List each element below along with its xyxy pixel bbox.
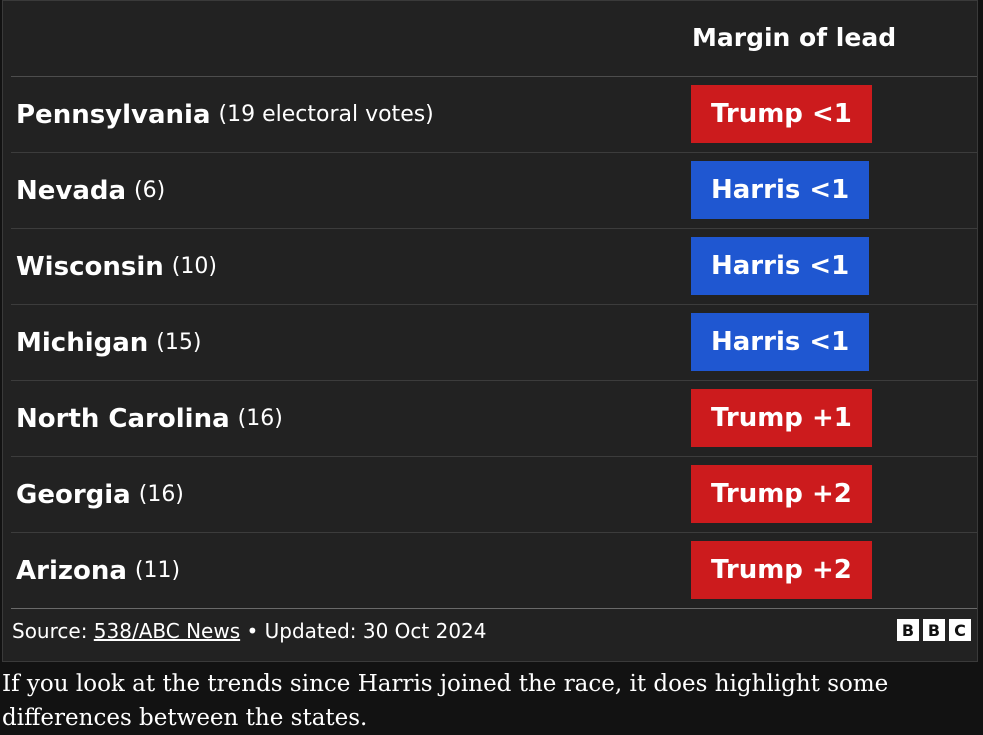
bbc-logo-letter: B <box>923 619 945 641</box>
electoral-votes: (11) <box>134 558 181 583</box>
state-cell: Arizona (11) <box>16 533 180 608</box>
table-row: Wisconsin (10) Harris <1 <box>11 229 977 305</box>
article-paragraph: If you look at the trends since Harris j… <box>2 671 889 731</box>
bbc-logo-letter: C <box>949 619 971 641</box>
state-name: Arizona <box>16 555 127 586</box>
margin-of-lead-header: Margin of lead <box>692 23 897 52</box>
electoral-votes: (16) <box>237 406 283 431</box>
bbc-logo: B B C <box>897 619 971 641</box>
lead-badge: Trump <1 <box>691 85 872 143</box>
table-row: North Carolina (16) Trump +1 <box>11 381 977 457</box>
state-name: Nevada <box>16 175 127 206</box>
electoral-votes: (16) <box>138 482 184 507</box>
state-name: Georgia <box>16 479 131 510</box>
lead-badge: Trump +1 <box>691 389 872 447</box>
table-row: Arizona (11) Trump +2 <box>11 533 977 609</box>
bbc-logo-letter: B <box>897 619 919 641</box>
table-row: Nevada (6) Harris <1 <box>11 153 977 229</box>
table-row: Michigan (15) Harris <1 <box>11 305 977 381</box>
electoral-votes: (6) <box>134 178 166 203</box>
state-cell: Pennsylvania (19 electoral votes) <box>16 77 434 152</box>
lead-badge: Harris <1 <box>691 161 870 219</box>
table-row: Pennsylvania (19 electoral votes) Trump … <box>11 77 977 153</box>
table-body: Pennsylvania (19 electoral votes) Trump … <box>11 77 977 609</box>
updated-date: • Updated: 30 Oct 2024 <box>246 619 487 643</box>
lead-badge: Harris <1 <box>691 313 870 371</box>
lead-badge: Trump +2 <box>691 465 872 523</box>
state-name: Pennsylvania <box>16 99 211 130</box>
lead-badge: Trump +2 <box>691 541 872 599</box>
state-cell: North Carolina (16) <box>16 381 283 456</box>
electoral-votes: (10) <box>171 254 217 279</box>
electoral-votes: (19 electoral votes) <box>218 102 434 127</box>
state-cell: Michigan (15) <box>16 305 201 380</box>
state-name: North Carolina <box>16 403 230 434</box>
source-link[interactable]: 538/ABC News <box>93 619 241 643</box>
state-cell: Wisconsin (10) <box>16 229 217 304</box>
table-header: Margin of lead <box>11 1 977 77</box>
electoral-votes: (15) <box>156 330 202 355</box>
state-cell: Georgia (16) <box>16 457 184 532</box>
state-cell: Nevada (6) <box>16 153 165 228</box>
lead-badge: Harris <1 <box>691 237 870 295</box>
state-name: Michigan <box>16 327 149 358</box>
polling-table-panel: Margin of lead Pennsylvania (19 electora… <box>2 0 978 662</box>
source-prefix: Source: <box>12 619 88 643</box>
table-footer: Source: 538/ABC News • Updated: 30 Oct 2… <box>11 613 971 653</box>
state-name: Wisconsin <box>16 251 164 282</box>
source-line: Source: 538/ABC News • Updated: 30 Oct 2… <box>12 619 487 643</box>
table-row: Georgia (16) Trump +2 <box>11 457 977 533</box>
